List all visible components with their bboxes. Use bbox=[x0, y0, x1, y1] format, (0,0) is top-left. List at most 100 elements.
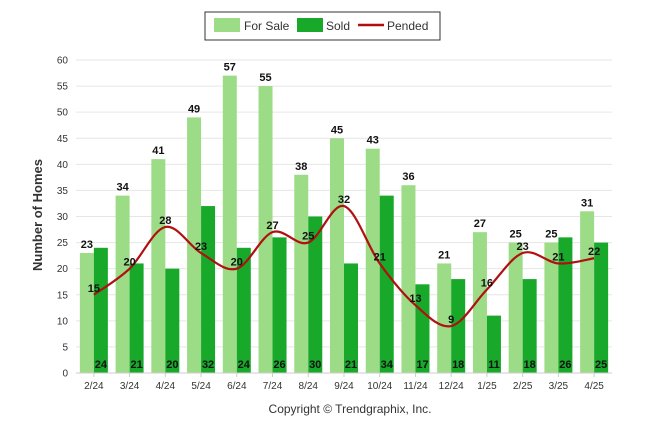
bar-sold bbox=[165, 268, 180, 373]
data-label-pended: 9 bbox=[448, 314, 454, 326]
bar-for-sale bbox=[580, 211, 595, 373]
x-tick-label: 2/24 bbox=[84, 381, 104, 392]
x-tick-label: 5/24 bbox=[191, 381, 211, 392]
y-tick-label: 40 bbox=[57, 160, 69, 171]
data-label-sold: 25 bbox=[595, 359, 607, 371]
data-label-for-sale: 25 bbox=[545, 229, 557, 241]
y-tick-label: 10 bbox=[57, 316, 69, 327]
copyright-text: Copyright © Trendgraphix, Inc. bbox=[269, 402, 432, 416]
x-tick-label: 3/25 bbox=[549, 381, 569, 392]
bar-for-sale bbox=[258, 86, 273, 373]
legend: For Sale Sold Pended bbox=[204, 11, 441, 41]
x-tick-label: 12/24 bbox=[439, 381, 464, 392]
bar-sold bbox=[236, 247, 251, 373]
bar-for-sale bbox=[294, 174, 309, 373]
data-label-for-sale: 45 bbox=[331, 124, 343, 136]
x-tick-label: 1/25 bbox=[477, 381, 497, 392]
x-tick-label: 7/24 bbox=[263, 381, 283, 392]
data-label-sold: 21 bbox=[345, 359, 357, 371]
bar-sold bbox=[272, 237, 287, 373]
bar-for-sale bbox=[437, 263, 452, 373]
data-label-pended: 15 bbox=[88, 283, 100, 295]
data-label-for-sale: 21 bbox=[438, 249, 450, 261]
bar-for-sale bbox=[115, 195, 130, 373]
y-tick-label: 30 bbox=[57, 212, 69, 223]
data-label-sold: 18 bbox=[524, 359, 536, 371]
data-label-for-sale: 43 bbox=[367, 135, 379, 147]
y-tick-label: 25 bbox=[57, 238, 69, 249]
data-label-pended: 21 bbox=[374, 251, 386, 263]
data-label-sold: 20 bbox=[166, 359, 178, 371]
data-label-pended: 22 bbox=[588, 246, 600, 258]
y-tick-label: 45 bbox=[57, 134, 69, 145]
bar-sold bbox=[451, 279, 466, 373]
y-tick-label: 15 bbox=[57, 290, 69, 301]
data-label-for-sale: 34 bbox=[116, 182, 129, 194]
data-label-pended: 23 bbox=[517, 241, 529, 253]
bar-sold bbox=[594, 242, 609, 373]
bar-for-sale bbox=[544, 242, 559, 373]
legend-label-for-sale: For Sale bbox=[244, 19, 290, 33]
x-tick-label: 4/25 bbox=[584, 381, 604, 392]
data-label-for-sale: 38 bbox=[295, 161, 307, 173]
bar-sold bbox=[201, 206, 216, 373]
x-tick-label: 10/24 bbox=[367, 381, 392, 392]
data-label-pended: 32 bbox=[338, 194, 350, 206]
y-tick-label: 55 bbox=[57, 82, 69, 93]
data-label-sold: 18 bbox=[452, 359, 464, 371]
x-tick-label: 8/24 bbox=[299, 381, 319, 392]
data-label-for-sale: 41 bbox=[152, 145, 164, 157]
x-tick-label: 9/24 bbox=[334, 381, 354, 392]
data-label-sold: 24 bbox=[95, 359, 108, 371]
data-label-sold: 21 bbox=[130, 359, 142, 371]
y-tick-label: 20 bbox=[57, 264, 69, 275]
bar-for-sale bbox=[401, 185, 416, 373]
data-label-pended: 20 bbox=[231, 257, 243, 269]
data-label-sold: 32 bbox=[202, 359, 214, 371]
bar-for-sale bbox=[151, 159, 166, 373]
bar-sold bbox=[129, 263, 144, 373]
data-label-pended: 23 bbox=[195, 241, 207, 253]
data-label-for-sale: 27 bbox=[474, 218, 486, 230]
x-tick-label: 11/24 bbox=[403, 381, 428, 392]
data-label-sold: 24 bbox=[238, 359, 251, 371]
y-axis-ticks: 0 5 10 15 20 25 30 35 40 45 50 55 60 bbox=[57, 56, 69, 380]
x-tick-label: 4/24 bbox=[156, 381, 176, 392]
bar-for-sale bbox=[222, 75, 237, 374]
bar-for-sale bbox=[187, 117, 202, 373]
y-tick-label: 50 bbox=[57, 108, 69, 119]
bar-sold bbox=[93, 247, 108, 373]
pended-line-group bbox=[93, 204, 595, 328]
bar-for-sale bbox=[508, 242, 523, 373]
data-label-for-sale: 23 bbox=[81, 239, 93, 251]
x-axis-ticks: 2/24 3/24 4/24 5/24 6/24 7/24 8/24 9/24 10/24 11/… bbox=[84, 373, 604, 392]
data-labels: 23 24 15 34 21 20 41 20 28 49 32 23 57 24 20 55 26 27 38 30… bbox=[81, 62, 608, 371]
data-label-pended: 27 bbox=[266, 220, 278, 232]
data-label-for-sale: 55 bbox=[259, 72, 271, 84]
legend-label-pended: Pended bbox=[387, 19, 428, 33]
legend-label-sold: Sold bbox=[326, 19, 350, 33]
data-label-for-sale: 25 bbox=[510, 229, 522, 241]
data-label-sold: 11 bbox=[488, 359, 500, 371]
bar-sold bbox=[344, 263, 358, 373]
bar-for-sale bbox=[365, 148, 380, 373]
bar-sold bbox=[486, 315, 501, 373]
bar-for-sale bbox=[472, 232, 487, 373]
legend-swatch-sold bbox=[297, 18, 323, 32]
y-tick-label: 35 bbox=[57, 186, 69, 197]
bar-for-sale bbox=[330, 138, 344, 373]
data-label-sold: 30 bbox=[309, 359, 321, 371]
data-label-pended: 28 bbox=[159, 215, 171, 227]
y-tick-label: 60 bbox=[57, 56, 69, 67]
data-label-pended: 20 bbox=[123, 257, 135, 269]
x-tick-label: 2/25 bbox=[513, 381, 533, 392]
bar-sold bbox=[308, 216, 323, 373]
data-label-pended: 25 bbox=[302, 231, 314, 243]
data-label-sold: 26 bbox=[273, 359, 285, 371]
y-axis-label: Number of Homes bbox=[30, 159, 45, 271]
data-label-for-sale: 57 bbox=[224, 62, 236, 74]
bar-sold bbox=[379, 195, 394, 373]
legend-swatch-for-sale bbox=[214, 18, 240, 32]
y-tick-label: 0 bbox=[62, 369, 68, 380]
